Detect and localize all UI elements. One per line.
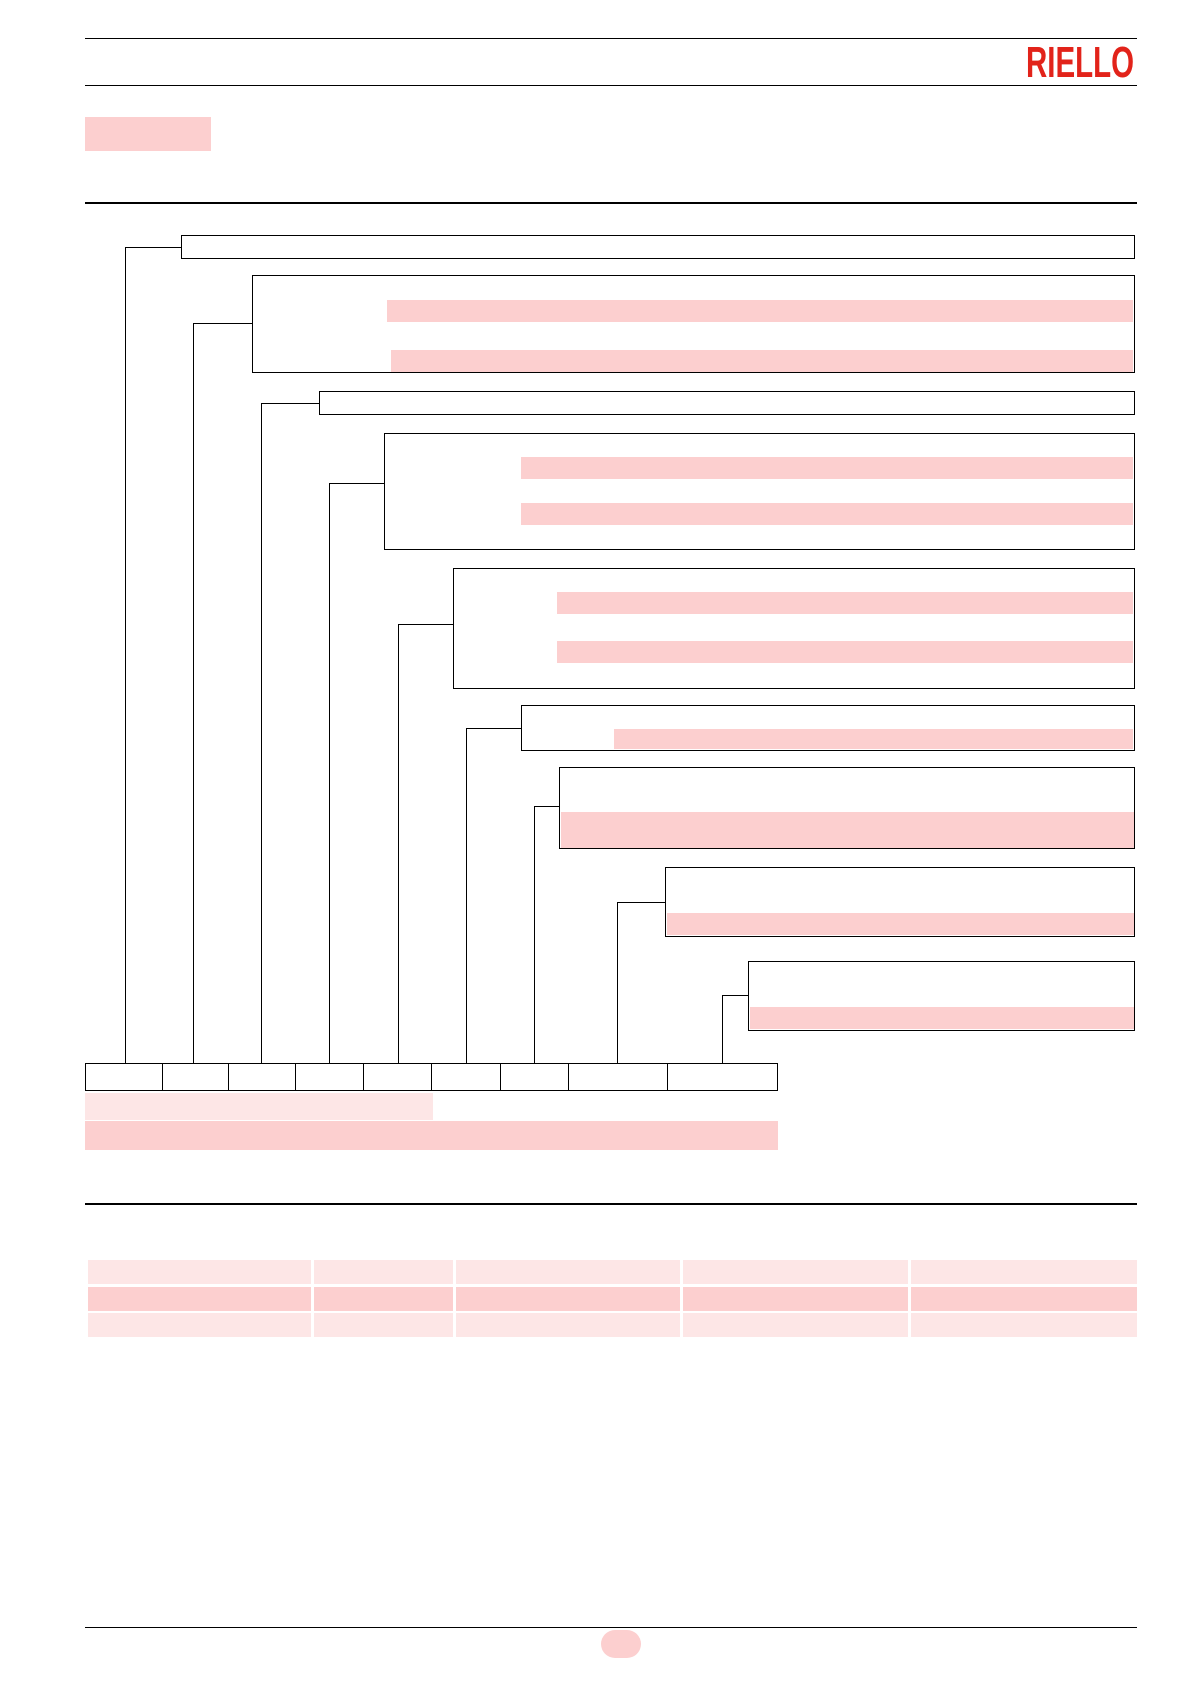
riello-logo-svg: RIELLO (1026, 38, 1134, 87)
code-cell-7 (500, 1063, 569, 1091)
designation-box-7-line-1 (561, 812, 1134, 848)
table-row-cell (683, 1313, 908, 1337)
table-row-cell (456, 1287, 680, 1311)
code-cell-6 (431, 1063, 501, 1091)
designation-box-2-line-2 (391, 350, 1133, 372)
connector-3-vertical (261, 403, 262, 1063)
table-row-cell (314, 1287, 453, 1311)
code-cell-4 (295, 1063, 364, 1091)
connector-7-vertical (534, 806, 535, 1063)
connector-6-vertical (466, 728, 467, 1063)
code-cell-2 (162, 1063, 229, 1091)
riello-logo: RIELLO (1024, 38, 1136, 87)
footer-rule (85, 1627, 1137, 1628)
code-cell-9 (667, 1063, 778, 1091)
code-cell-3 (228, 1063, 296, 1091)
connector-2-vertical (193, 323, 194, 1063)
section-rule (85, 202, 1137, 204)
table-header-cell (911, 1260, 1137, 1284)
table-header-cell (683, 1260, 908, 1284)
connector-5-horizontal (398, 624, 453, 625)
basic-designation-label (85, 1093, 433, 1120)
connector-7-horizontal (534, 806, 559, 807)
table-section-rule (85, 1203, 1137, 1205)
designation-box-5 (453, 568, 1135, 689)
table-row-cell (88, 1313, 311, 1337)
table-row-cell (683, 1287, 908, 1311)
designation-box-4-line-2 (521, 503, 1133, 525)
connector-1-vertical (125, 247, 126, 1063)
connector-9-horizontal (722, 995, 748, 996)
code-cell-5 (363, 1063, 432, 1091)
section-title (85, 117, 211, 151)
connector-1-horizontal (125, 247, 181, 248)
code-cell-1 (85, 1063, 163, 1091)
designation-box-7 (559, 767, 1135, 849)
connector-3-horizontal (261, 403, 319, 404)
table-row-cell (314, 1313, 453, 1337)
table-row-cell (88, 1287, 311, 1311)
table-header-cell (314, 1260, 453, 1284)
table-header-cell (88, 1260, 311, 1284)
designation-box-4 (384, 433, 1135, 550)
designation-box-8 (665, 867, 1135, 937)
page-number-badge (601, 1630, 641, 1658)
brand-wordmark: RIELLO (1026, 38, 1134, 84)
designation-box-8-line-1 (667, 913, 1134, 935)
table-row-cell (911, 1287, 1137, 1311)
connector-9-vertical (722, 995, 723, 1063)
code-cell-8 (568, 1063, 668, 1091)
connector-8-horizontal (617, 902, 665, 903)
connector-8-vertical (617, 902, 618, 1063)
table-row-cell (911, 1313, 1137, 1337)
header-bottom-rule (85, 85, 1137, 86)
designation-box-5-line-1 (557, 592, 1133, 614)
designation-box-4-line-1 (521, 457, 1133, 479)
designation-box-3 (319, 391, 1135, 415)
designation-box-2-line-1 (387, 300, 1133, 322)
connector-4-vertical (329, 483, 330, 1063)
connector-5-vertical (398, 624, 399, 1063)
designation-box-1 (181, 235, 1135, 259)
designation-box-5-line-2 (557, 641, 1133, 663)
extended-designation-label (85, 1121, 778, 1150)
table-header-cell (456, 1260, 680, 1284)
designation-box-6 (521, 705, 1135, 751)
designation-box-9-line-1 (750, 1007, 1134, 1029)
table-row-cell (456, 1313, 680, 1337)
designation-box-9 (748, 961, 1135, 1031)
connector-4-horizontal (329, 483, 384, 484)
header-top-rule (85, 38, 1137, 39)
designation-box-6-line-1 (614, 729, 1133, 749)
connector-2-horizontal (193, 323, 252, 324)
connector-6-horizontal (466, 728, 521, 729)
designation-box-2 (252, 275, 1135, 373)
